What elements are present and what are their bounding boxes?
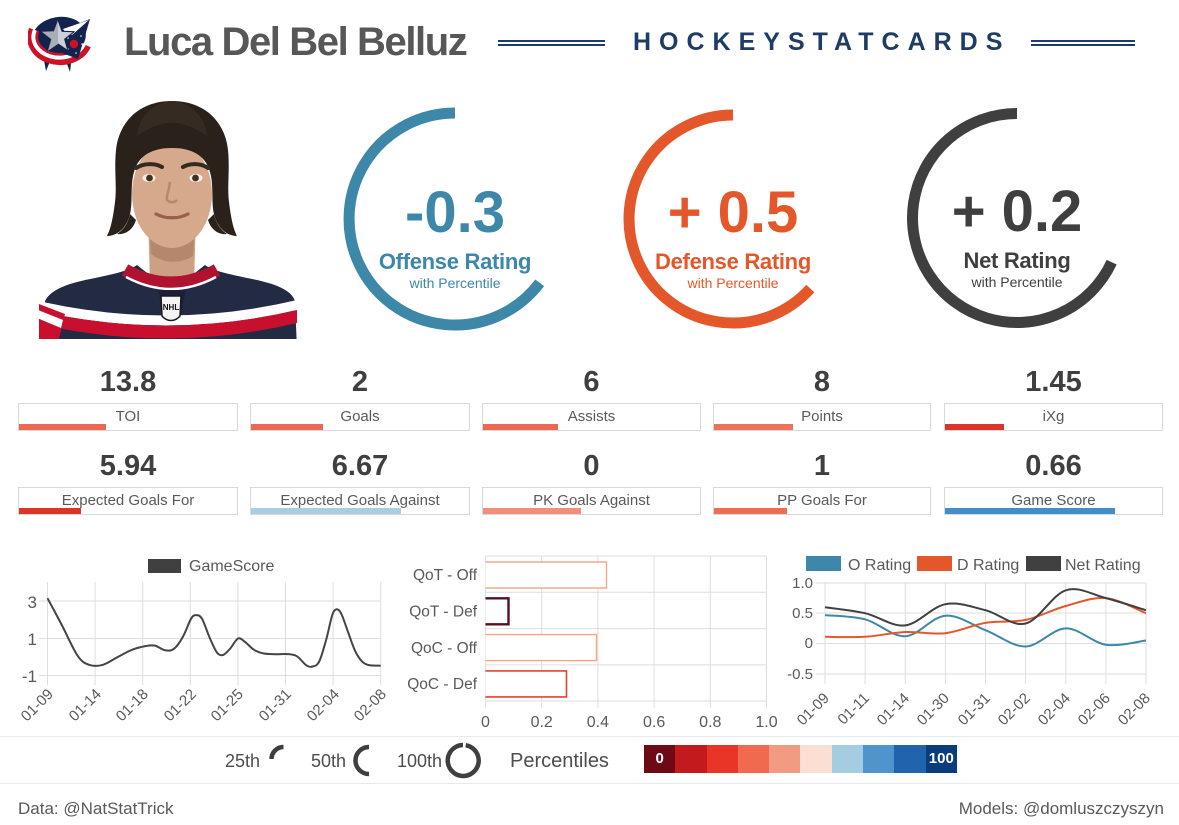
svg-text:01-30: 01-30 bbox=[914, 690, 953, 729]
svg-text:1.0: 1.0 bbox=[792, 575, 813, 592]
svg-text:0: 0 bbox=[481, 714, 490, 731]
svg-text:01-14: 01-14 bbox=[66, 686, 105, 725]
svg-text:0.4: 0.4 bbox=[587, 714, 609, 731]
svg-text:QoC - Off: QoC - Off bbox=[411, 640, 478, 657]
svg-text:1: 1 bbox=[28, 630, 37, 649]
svg-text:02-04: 02-04 bbox=[1035, 690, 1074, 729]
svg-text:3: 3 bbox=[28, 593, 37, 612]
svg-text:01-18: 01-18 bbox=[113, 686, 152, 725]
svg-text:01-25: 01-25 bbox=[208, 686, 247, 725]
svg-text:0.5: 0.5 bbox=[792, 605, 813, 622]
svg-text:with Percentile: with Percentile bbox=[408, 275, 500, 291]
svg-text:QoC - Def: QoC - Def bbox=[407, 676, 477, 693]
svg-text:0.2: 0.2 bbox=[531, 714, 553, 731]
svg-text:with Percentile: with Percentile bbox=[686, 275, 778, 291]
svg-text:-0.3: -0.3 bbox=[405, 180, 505, 245]
svg-text:01-31: 01-31 bbox=[256, 686, 295, 725]
svg-text:0: 0 bbox=[805, 635, 813, 652]
svg-text:Offense Rating: Offense Rating bbox=[379, 249, 531, 274]
svg-text:02-08: 02-08 bbox=[351, 686, 390, 725]
svg-text:NHL: NHL bbox=[163, 303, 180, 312]
svg-text:01-09: 01-09 bbox=[18, 686, 57, 725]
svg-text:01-31: 01-31 bbox=[955, 690, 994, 729]
svg-text:02-08: 02-08 bbox=[1115, 690, 1154, 729]
svg-text:0.8: 0.8 bbox=[699, 714, 721, 731]
svg-text:-1: -1 bbox=[22, 667, 37, 686]
svg-text:1.0: 1.0 bbox=[755, 714, 777, 731]
svg-text:01-14: 01-14 bbox=[874, 690, 913, 729]
svg-text:QoT - Off: QoT - Off bbox=[413, 567, 478, 584]
svg-text:02-06: 02-06 bbox=[1075, 690, 1114, 729]
svg-text:-0.5: -0.5 bbox=[787, 666, 813, 683]
svg-text:0.6: 0.6 bbox=[643, 714, 665, 731]
svg-text:+ 0.5: + 0.5 bbox=[668, 180, 799, 245]
svg-text:+ 0.2: + 0.2 bbox=[952, 179, 1083, 244]
svg-text:Defense Rating: Defense Rating bbox=[655, 249, 811, 274]
svg-text:Net Rating: Net Rating bbox=[963, 248, 1070, 273]
svg-text:Net Rating: Net Rating bbox=[1065, 557, 1141, 574]
svg-text:02-04: 02-04 bbox=[304, 686, 343, 725]
svg-text:QoT - Def: QoT - Def bbox=[409, 604, 477, 621]
svg-text:O Rating: O Rating bbox=[848, 557, 911, 574]
svg-text:D Rating: D Rating bbox=[957, 557, 1019, 574]
svg-text:02-02: 02-02 bbox=[995, 690, 1034, 729]
svg-text:01-11: 01-11 bbox=[834, 690, 872, 728]
svg-text:01-09: 01-09 bbox=[794, 690, 833, 729]
svg-text:01-22: 01-22 bbox=[161, 686, 200, 725]
svg-text:GameScore: GameScore bbox=[189, 558, 274, 575]
svg-text:with Percentile: with Percentile bbox=[970, 274, 1062, 290]
